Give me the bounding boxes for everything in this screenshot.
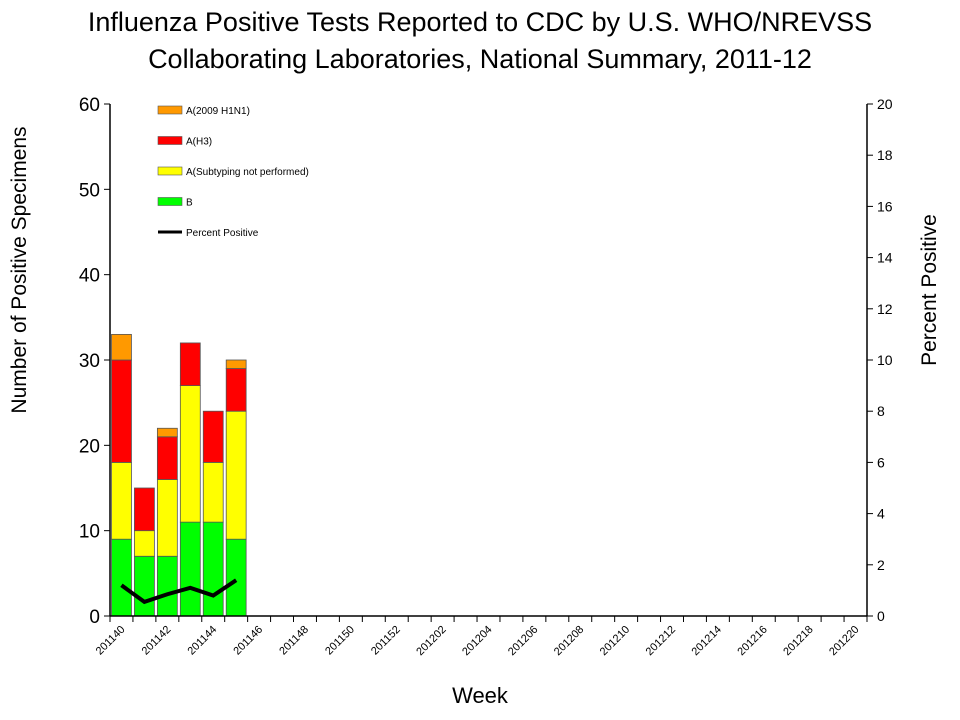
legend-label: B	[186, 198, 193, 209]
x-tick-label: 201206	[506, 624, 540, 658]
x-tick-label: 201204	[460, 624, 494, 658]
y-tick-label: 60	[79, 95, 100, 116]
bar-201144	[202, 461, 224, 523]
x-tick-label: 201148	[277, 624, 311, 658]
y2-axis-title: Percent Positive	[918, 214, 941, 366]
bar-201144	[202, 521, 224, 617]
legend-swatch	[157, 166, 183, 176]
y2-tick-label: 12	[877, 301, 893, 317]
bar-201140	[111, 359, 132, 463]
y-tick-label: 50	[79, 180, 100, 201]
y2-tick-label: 10	[877, 352, 893, 368]
y-tick-label: 20	[79, 436, 100, 457]
x-tick-label: 201214	[690, 624, 724, 658]
percent-positive-line	[120, 578, 238, 605]
bar-201141	[134, 555, 155, 617]
x-tick-label: 201142	[140, 624, 174, 658]
y2-tick-label: 6	[877, 454, 885, 470]
bar-201142	[156, 555, 178, 617]
x-tick-label: 201146	[231, 624, 265, 658]
y-axis-title: Number of Positive Specimens	[8, 126, 31, 413]
bar-201140	[111, 461, 132, 540]
bar-201140	[111, 538, 132, 617]
y2-tick-label: 18	[877, 147, 893, 163]
chart-title-line-2: Collaborating Laboratories, National Sum…	[148, 44, 812, 74]
bar-201145	[225, 368, 247, 412]
legend-swatch	[157, 197, 183, 206]
bar-201145	[225, 410, 247, 540]
legend-label: Percent Positive	[186, 228, 259, 239]
x-tick-label: 201150	[323, 624, 357, 658]
x-tick-label: 201202	[414, 624, 448, 658]
y2-tick-label: 20	[877, 96, 893, 112]
bar-201145	[225, 538, 247, 617]
y-tick-label: 0	[89, 607, 100, 628]
y2-tick-label: 14	[877, 250, 893, 266]
bar-201144	[202, 410, 224, 463]
legend-swatch	[157, 136, 183, 145]
y-tick-label: 30	[79, 351, 100, 372]
x-tick-label: 201152	[369, 624, 403, 658]
bar-201140	[111, 333, 132, 361]
chart-title-line-1: Influenza Positive Tests Reported to CDC…	[87, 7, 873, 37]
bar-201142	[156, 427, 178, 438]
y2-tick-label: 0	[877, 608, 885, 624]
x-tick-label: 201210	[598, 624, 632, 658]
bar-201141	[134, 487, 155, 532]
legend-label: A(Subtyping not performed)	[186, 167, 309, 178]
legend-label: A(2009 H1N1)	[186, 106, 250, 117]
x-tick-label: 201212	[644, 624, 678, 658]
x-tick-label: 201220	[827, 624, 861, 658]
y2-tick-label: 4	[877, 506, 885, 522]
y2-tick-label: 16	[877, 198, 893, 214]
x-tick-label: 201218	[781, 624, 815, 658]
y-tick-label: 10	[79, 522, 100, 543]
bar-201143	[179, 342, 201, 386]
bar-201141	[134, 530, 155, 557]
legend-swatch	[157, 105, 183, 115]
bar-201143	[179, 385, 201, 523]
y2-tick-label: 2	[877, 557, 885, 573]
legend-label: A(H3)	[186, 137, 212, 148]
x-tick-label: 201216	[735, 624, 769, 658]
y2-tick-label: 8	[877, 403, 885, 419]
x-tick-label: 201208	[552, 624, 586, 658]
bar-201142	[156, 436, 178, 480]
x-tick-label: 201144	[185, 624, 219, 658]
x-tick-label: 201140	[94, 624, 128, 658]
bar-201143	[179, 521, 201, 617]
bar-201145	[225, 359, 247, 369]
bar-201142	[156, 479, 178, 557]
x-axis-title: Week	[452, 683, 509, 708]
y-tick-label: 40	[79, 266, 100, 287]
